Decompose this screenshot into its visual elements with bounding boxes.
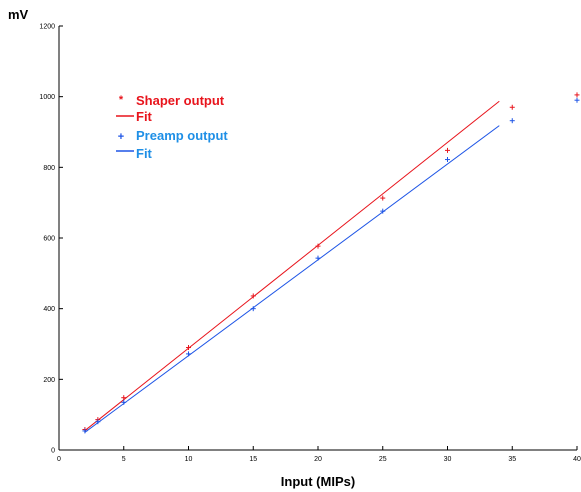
x-axis-label: Input (MIPs) [281, 474, 355, 489]
x-tick-label: 25 [379, 456, 387, 463]
legend-item-shaper-output: * Shaper output [119, 93, 225, 108]
x-tick-label: 0 [57, 456, 61, 463]
chart-series [82, 92, 580, 434]
legend-marker-shaper: * [119, 94, 124, 106]
data-point [574, 92, 580, 98]
legend: * Shaper output Fit + Preamp output Fit [116, 93, 228, 161]
y-axis-ticks: 0 200 400 600 800 1000 1200 [39, 24, 63, 455]
x-tick-label: 40 [573, 456, 581, 463]
fit-line-3 [84, 125, 500, 433]
x-tick-label: 15 [249, 456, 257, 463]
legend-marker-preamp: + [118, 131, 124, 143]
data-point [445, 157, 450, 163]
x-tick-label: 30 [444, 456, 452, 463]
legend-item-preamp-output: + Preamp output [118, 128, 229, 143]
y-tick-label: 0 [51, 448, 55, 455]
x-tick-label: 35 [508, 456, 516, 463]
fit-line-1 [84, 100, 500, 431]
legend-label-shaper-fit: Fit [136, 109, 153, 124]
x-tick-label: 10 [185, 456, 193, 463]
data-point [445, 147, 450, 153]
y-tick-label: 400 [43, 306, 55, 313]
y-axis-label: mV [8, 7, 29, 22]
data-point [509, 104, 515, 110]
y-tick-label: 800 [43, 165, 55, 172]
legend-label-preamp-fit: Fit [136, 146, 153, 161]
x-tick-label: 20 [314, 456, 322, 463]
y-tick-label: 1200 [39, 24, 55, 31]
legend-item-preamp-fit: Fit [116, 146, 153, 161]
data-point [574, 97, 580, 103]
x-axis-ticks: 0 5 10 15 20 25 30 35 40 [57, 446, 581, 463]
x-tick-label: 5 [122, 456, 126, 463]
y-tick-label: 600 [43, 236, 55, 243]
data-point [509, 118, 515, 124]
legend-item-shaper-fit: Fit [116, 109, 153, 124]
data-point [380, 195, 386, 201]
chart-axes [58, 26, 577, 451]
y-tick-label: 200 [43, 377, 55, 384]
y-tick-label: 1000 [39, 94, 55, 101]
legend-label-preamp-output: Preamp output [136, 128, 228, 143]
legend-label-shaper-output: Shaper output [136, 93, 225, 108]
